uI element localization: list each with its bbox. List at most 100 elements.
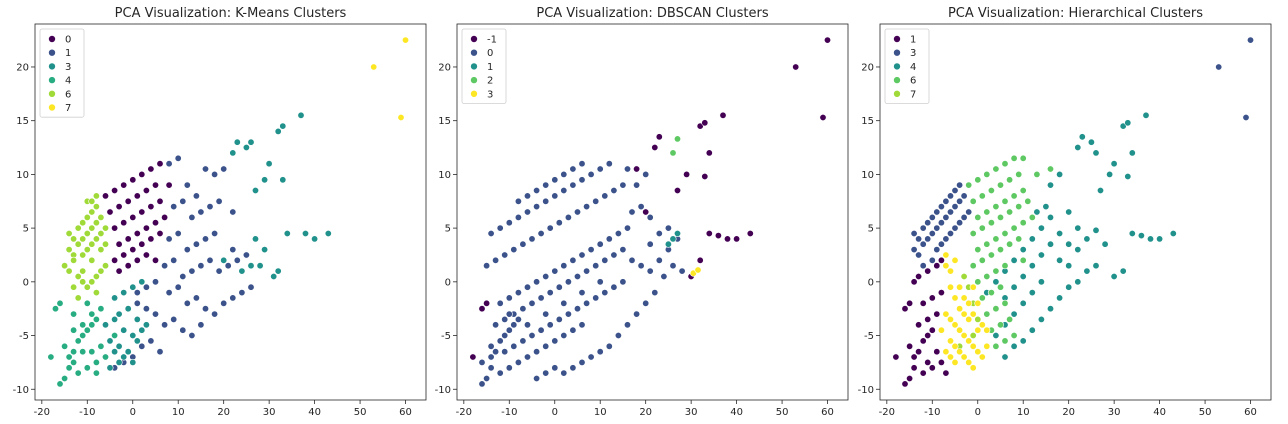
scatter-point [1019, 246, 1027, 254]
scatter-point [220, 256, 228, 264]
scatter-point [974, 213, 982, 221]
scatter-point [1137, 232, 1145, 240]
scatter-point [983, 240, 991, 248]
scatter-point [919, 240, 927, 248]
legend-label: 6 [910, 76, 916, 87]
legend-marker [893, 90, 901, 98]
scatter-point [933, 224, 941, 232]
scatter-point [1056, 256, 1064, 264]
x-tick-label: 40 [1153, 407, 1166, 418]
scatter-point [496, 299, 504, 307]
scatter-point [1001, 353, 1009, 361]
scatter-point [92, 203, 100, 211]
scatter-point [1047, 240, 1055, 248]
scatter-point [542, 272, 550, 280]
scatter-point [397, 114, 405, 122]
scatter-point [274, 127, 282, 135]
scatter-point [1010, 192, 1018, 200]
legend-label: 3 [910, 48, 916, 59]
scatter-point [974, 246, 982, 254]
scatter-point [505, 294, 513, 302]
scatter-point [102, 192, 110, 200]
legend: 1 3 4 6 7 [884, 28, 930, 104]
x-tick-label: 20 [1062, 407, 1075, 418]
scatter-point [165, 160, 173, 168]
scatter-point [924, 331, 932, 339]
scatter-point [578, 251, 586, 259]
scatter-point [211, 230, 219, 238]
scatter-point [564, 310, 572, 318]
scatter-point [505, 310, 513, 318]
scatter-point [978, 321, 986, 329]
scatter-point [946, 267, 954, 275]
scatter-point [83, 326, 91, 334]
scatter-point [142, 321, 150, 329]
scatter-point [596, 165, 604, 173]
scatter-point [174, 154, 182, 162]
x-tick-label: -10 [79, 407, 95, 418]
x-tick-label: 10 [594, 407, 607, 418]
scatter-point [919, 224, 927, 232]
scatter-point [551, 192, 559, 200]
scatter-point [983, 272, 991, 280]
scatter-point [683, 170, 691, 178]
scatter-point [978, 224, 986, 232]
scatter-point [533, 348, 541, 356]
scatter-point [74, 272, 82, 280]
scatter-point [823, 36, 831, 44]
scatter-point [619, 278, 627, 286]
scatter-point [951, 358, 959, 366]
x-tick-label: 60 [1244, 407, 1257, 418]
scatter-point [192, 240, 200, 248]
scatter-point [942, 348, 950, 356]
scatter-point [587, 246, 595, 254]
scatter-point [496, 337, 504, 345]
legend-marker [470, 76, 478, 84]
scatter-point [70, 326, 78, 334]
scatter-point [733, 235, 741, 243]
scatter-point [1124, 119, 1132, 127]
scatter-point [111, 294, 119, 302]
scatter-point [514, 289, 522, 297]
scatter-point [1010, 256, 1018, 264]
scatter-points [892, 36, 1255, 388]
scatter-point [74, 369, 82, 377]
scatter-point [655, 133, 663, 141]
scatter-point [152, 219, 160, 227]
scatter-point [1028, 289, 1036, 297]
scatter-point [605, 235, 613, 243]
scatter-point [138, 342, 146, 350]
scatter-point [301, 230, 309, 238]
scatter-point [120, 289, 128, 297]
scatter-point [996, 246, 1004, 254]
scatter-point [569, 364, 577, 372]
scatter-point [510, 246, 518, 254]
scatter-point [510, 342, 518, 350]
scatter-point [88, 348, 96, 356]
scatter-point [179, 272, 187, 280]
x-tick-label: 50 [776, 407, 789, 418]
scatter-point [129, 176, 137, 184]
scatter-point [960, 272, 968, 280]
scatter-point [501, 315, 509, 323]
scatter-point [651, 144, 659, 152]
x-tick-label: 30 [263, 407, 276, 418]
scatter-point [569, 181, 577, 189]
scatter-point [1006, 315, 1014, 323]
scatter-point [92, 192, 100, 200]
scatter-point [165, 289, 173, 297]
legend-marker [893, 76, 901, 84]
scatter-point [592, 294, 600, 302]
scatter-point [501, 251, 509, 259]
scatter-point [1247, 36, 1255, 44]
scatter-point [183, 299, 191, 307]
scatter-point [92, 235, 100, 243]
scatter-point [83, 299, 91, 307]
legend-label: 1 [65, 48, 71, 59]
y-tick-label: 10 [16, 170, 29, 181]
scatter-point [560, 299, 568, 307]
scatter-point [942, 310, 950, 318]
scatter-point [605, 160, 613, 168]
scatter-point [960, 353, 968, 361]
